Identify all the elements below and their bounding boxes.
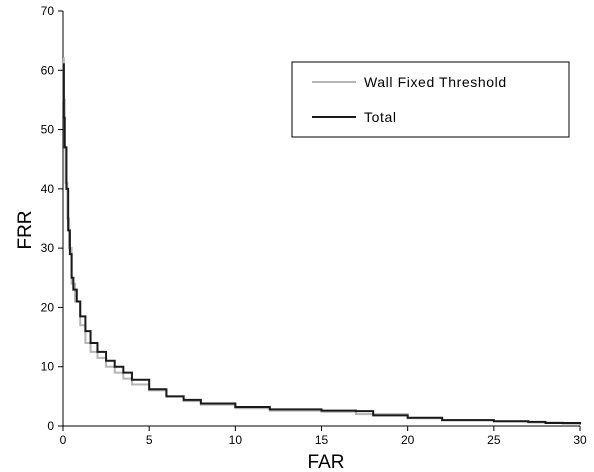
- legend: Wall Fixed Threshold Total: [291, 61, 570, 138]
- y-tick-label: 40: [41, 182, 55, 196]
- x-tick-label: 25: [487, 433, 501, 447]
- x-tick-label: 10: [229, 433, 243, 447]
- y-tick-label: 70: [41, 4, 55, 18]
- series-line-total: [62, 63, 581, 425]
- x-tick-label: 15: [315, 433, 329, 447]
- x-tick-label: 20: [401, 433, 415, 447]
- x-tick-label: 0: [60, 433, 67, 447]
- y-tick-label: 10: [41, 360, 55, 374]
- legend-label-wall-fixed-threshold: Wall Fixed Threshold: [364, 74, 507, 90]
- x-tick-label: 30: [573, 433, 587, 447]
- legend-box: [291, 61, 570, 138]
- y-tick-label: 50: [41, 123, 55, 137]
- legend-label-total: Total: [364, 109, 397, 125]
- y-tick-label: 60: [41, 63, 55, 77]
- y-tick-label: 20: [41, 300, 55, 314]
- y-tick-label: 30: [41, 241, 55, 255]
- y-axis-title: FRR: [15, 210, 36, 249]
- series-layer: [62, 57, 581, 425]
- ticks: 0 5 10 15 20 25 30 0 10 20 30 40 50 60 70: [41, 4, 587, 447]
- y-tick-label: 0: [47, 419, 54, 433]
- x-tick-label: 5: [146, 433, 153, 447]
- x-axis-title: FAR: [308, 452, 345, 472]
